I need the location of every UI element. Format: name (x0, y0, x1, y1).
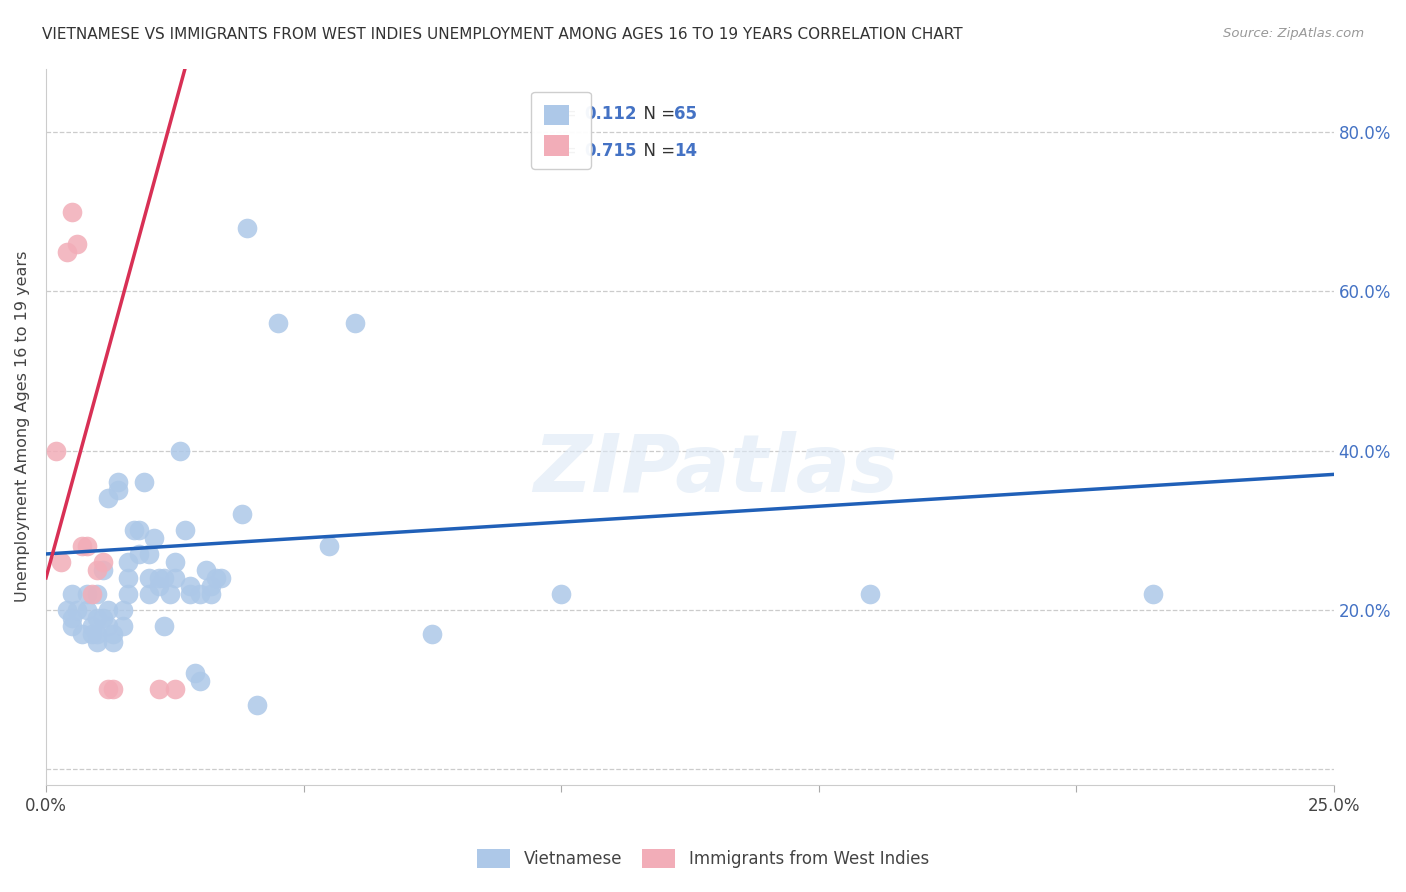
Point (82, 626, 104, 640)
Point (138, 571, 160, 585)
Point (138, 587, 160, 601)
Point (117, 555, 139, 569)
Point (153, 618, 176, 632)
Point (97, 682, 120, 697)
Point (45, 443, 67, 458)
Point (86, 563, 108, 577)
Point (138, 547, 160, 561)
Point (55, 244, 77, 259)
Point (66, 602, 89, 616)
Point (174, 523, 197, 537)
Point (91, 563, 114, 577)
Point (1142, 587, 1164, 601)
Point (66, 236, 89, 251)
Point (107, 483, 129, 498)
Point (184, 666, 207, 681)
Point (122, 523, 145, 537)
Point (101, 626, 124, 640)
Point (200, 587, 222, 601)
Text: Source: ZipAtlas.com: Source: ZipAtlas.com (1223, 27, 1364, 40)
Point (55, 602, 77, 616)
Point (200, 579, 222, 593)
Point (859, 587, 882, 601)
Point (550, 587, 572, 601)
Point (86, 626, 108, 640)
Point (101, 682, 124, 697)
Point (163, 571, 186, 585)
Point (163, 555, 186, 569)
Point (86, 634, 108, 648)
Point (70, 539, 93, 553)
Text: ZIPatlas: ZIPatlas (533, 431, 898, 508)
Point (190, 674, 212, 689)
Point (148, 579, 170, 593)
Point (101, 634, 124, 648)
Y-axis label: Unemployment Among Ages 16 to 19 years: Unemployment Among Ages 16 to 19 years (15, 251, 30, 602)
Text: N =: N = (633, 142, 681, 160)
Point (420, 626, 443, 640)
Point (153, 571, 176, 585)
Point (117, 587, 139, 601)
Text: N =: N = (633, 105, 681, 123)
Text: R =: R = (546, 105, 582, 123)
Legend: , : , (531, 92, 591, 169)
Text: 65: 65 (675, 105, 697, 123)
Point (132, 475, 155, 490)
Point (76, 539, 98, 553)
Text: 0.715: 0.715 (583, 142, 637, 160)
Point (86, 610, 108, 624)
Point (97, 618, 120, 632)
Point (179, 579, 201, 593)
Point (209, 571, 232, 585)
Point (117, 571, 139, 585)
Point (205, 571, 228, 585)
Point (148, 682, 170, 697)
Point (236, 220, 259, 235)
Point (163, 682, 186, 697)
Point (169, 443, 191, 458)
Point (128, 523, 150, 537)
Text: 14: 14 (675, 142, 697, 160)
Point (246, 698, 269, 713)
Point (107, 475, 129, 490)
Point (60, 610, 83, 624)
Point (60, 204, 83, 219)
Point (159, 587, 181, 601)
Point (86, 587, 108, 601)
Text: 0.112: 0.112 (583, 105, 637, 123)
Text: VIETNAMESE VS IMMIGRANTS FROM WEST INDIES UNEMPLOYMENT AMONG AGES 16 TO 19 YEARS: VIETNAMESE VS IMMIGRANTS FROM WEST INDIE… (42, 27, 963, 42)
Point (231, 507, 253, 521)
Point (143, 531, 166, 545)
Point (91, 555, 114, 569)
Point (318, 539, 340, 553)
Point (128, 547, 150, 561)
Point (60, 587, 83, 601)
Point (97, 602, 120, 616)
Point (60, 618, 83, 632)
Point (179, 587, 201, 601)
Point (76, 602, 98, 616)
Point (190, 587, 212, 601)
Point (112, 602, 135, 616)
Point (267, 316, 290, 330)
Point (91, 610, 114, 624)
Point (194, 563, 217, 577)
Point (82, 618, 104, 632)
Legend: Vietnamese, Immigrants from West Indies: Vietnamese, Immigrants from West Indies (470, 842, 936, 875)
Point (112, 618, 135, 632)
Point (70, 626, 93, 640)
Point (82, 587, 104, 601)
Text: R =: R = (546, 142, 582, 160)
Point (76, 587, 98, 601)
Point (148, 571, 170, 585)
Point (343, 316, 366, 330)
Point (97, 491, 120, 506)
Point (51, 555, 73, 569)
